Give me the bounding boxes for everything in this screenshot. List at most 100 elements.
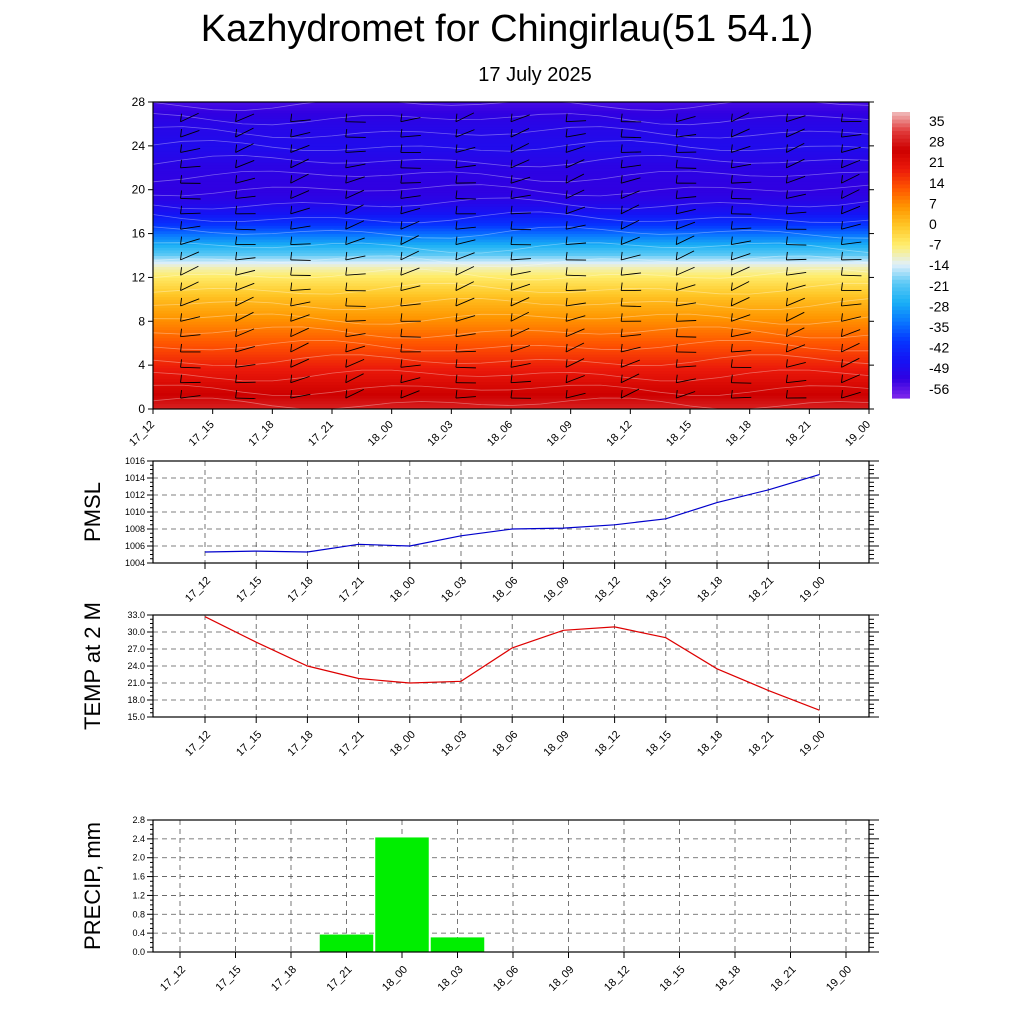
wind-barb — [730, 128, 750, 138]
wind-barb — [675, 250, 695, 261]
colorbar-label: -42 — [929, 340, 949, 356]
x-tick-label: 18_09 — [541, 729, 571, 759]
y-tick-label: 1.2 — [132, 890, 145, 900]
colorbar-swatch — [892, 268, 910, 273]
wind-barb — [400, 190, 421, 199]
wind-barb — [565, 282, 587, 292]
colorbar-swatch — [892, 371, 910, 376]
wind-barb — [675, 297, 697, 307]
heatmap-contour — [153, 326, 869, 339]
colorbar-swatch — [892, 184, 910, 189]
wind-barb — [785, 175, 806, 184]
heatmap-contour — [153, 170, 869, 183]
heatmap-band — [153, 159, 869, 163]
wind-barb — [620, 251, 641, 261]
wind-barb — [235, 190, 256, 199]
wind-barb — [345, 343, 366, 353]
x-tick-label: 18_03 — [439, 729, 469, 759]
wind-barb — [180, 112, 199, 123]
y-tick-label: 1.6 — [132, 872, 145, 882]
colorbar-swatch — [892, 275, 910, 281]
wind-barb — [455, 343, 476, 353]
colorbar-label: -49 — [929, 360, 949, 376]
wind-barb — [455, 251, 475, 261]
colorbar-swatch — [892, 211, 910, 216]
wind-barb — [675, 221, 696, 230]
colorbar-swatch — [892, 378, 910, 384]
wind-barb — [290, 251, 311, 261]
heatmap-band — [153, 128, 869, 133]
wind-barb — [455, 205, 476, 215]
wind-barb — [510, 236, 532, 246]
colorbar-label: -56 — [929, 381, 949, 397]
wind-barb — [565, 159, 585, 169]
wind-barb — [620, 190, 640, 199]
wind-barb — [290, 297, 311, 307]
heatmap-band — [153, 238, 869, 243]
wind-barb — [290, 129, 311, 138]
colorbar-swatch — [892, 188, 910, 193]
heatmap-band — [153, 260, 869, 265]
colorbar-swatch — [892, 298, 910, 304]
heatmap-band — [153, 282, 869, 287]
wind-barb — [400, 374, 421, 384]
wind-barb — [180, 374, 201, 384]
heatmap-field — [153, 102, 869, 409]
wind-barb — [675, 282, 696, 292]
wind-barb — [180, 221, 201, 230]
wind-barb — [730, 112, 750, 123]
colorbar-swatch — [892, 195, 910, 201]
heatmap-y-tick-label: 0 — [138, 402, 145, 416]
temp-2m-ylabel: TEMP at 2 M — [80, 602, 105, 730]
wind-barb — [180, 190, 201, 200]
colorbar-label: -14 — [929, 257, 949, 273]
colorbar-swatch — [892, 325, 910, 330]
wind-barb — [510, 359, 531, 368]
heatmap-band — [153, 307, 869, 311]
y-tick-label: 24.0 — [127, 661, 145, 671]
heatmap-x-tick-label: 17_15 — [187, 419, 217, 449]
wind-barb — [785, 158, 805, 169]
heatmap-band — [153, 298, 869, 303]
wind-barb — [565, 144, 586, 153]
wind-barb — [620, 129, 642, 139]
colorbar-label: -21 — [929, 278, 949, 294]
wind-barb — [730, 144, 751, 153]
wind-barb — [235, 374, 256, 384]
wind-barb — [841, 342, 860, 353]
heatmap-band — [153, 115, 869, 119]
colorbar-swatch — [892, 367, 910, 372]
x-tick-label: 18_03 — [439, 575, 469, 605]
wind-barb — [730, 205, 752, 215]
x-tick-label: 18_18 — [695, 575, 725, 605]
wind-barb — [235, 251, 256, 261]
heatmap-band — [153, 337, 869, 341]
heatmap-band — [153, 246, 869, 251]
wind-barb — [730, 297, 750, 307]
wind-barb — [400, 267, 420, 276]
wind-barb — [675, 389, 696, 399]
colorbar-swatch — [892, 260, 910, 266]
x-tick-label: 18_12 — [593, 729, 623, 759]
wind-barb — [785, 389, 807, 399]
x-tick-label: 17_21 — [337, 575, 367, 605]
heatmap-band — [153, 381, 869, 385]
y-tick-label: 1014 — [125, 473, 145, 483]
wind-barb — [455, 144, 476, 153]
wind-barb — [235, 143, 254, 153]
wind-barb — [841, 374, 860, 384]
x-tick-label: 18_00 — [388, 729, 418, 759]
wind-barb — [345, 313, 366, 322]
wind-barb — [400, 313, 421, 322]
wind-barb — [565, 173, 585, 184]
wind-barb — [455, 313, 476, 322]
wind-barb — [510, 128, 530, 138]
temp-2m-panel: 15.0 18.0 21.0 24.0 27.0 30.0 33.0 17_12 17_15 17… — [80, 602, 879, 759]
wind-barb — [290, 205, 310, 215]
colorbar-label: -7 — [929, 237, 942, 253]
heatmap-contour — [153, 313, 869, 325]
wind-barb — [400, 113, 421, 123]
wind-barb — [345, 328, 366, 338]
wind-barb — [455, 328, 476, 338]
colorbar-swatch — [892, 340, 910, 346]
